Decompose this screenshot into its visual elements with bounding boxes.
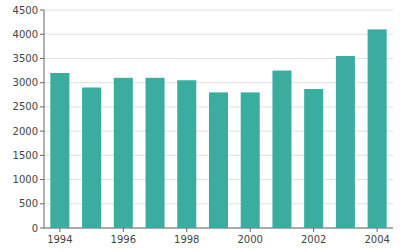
bar (146, 78, 165, 228)
y-tick (40, 82, 44, 83)
x-tick (313, 228, 314, 232)
y-tick (40, 131, 44, 132)
bar (304, 89, 323, 228)
x-tick (377, 228, 378, 232)
y-tick-label: 500 (19, 198, 38, 209)
grid-line (44, 34, 393, 35)
y-tick (40, 106, 44, 107)
x-tick-label: 2004 (364, 234, 389, 245)
y-axis-line (44, 10, 45, 228)
x-tick-label: 1998 (174, 234, 199, 245)
x-tick-label: 2002 (301, 234, 326, 245)
x-tick (59, 228, 60, 232)
x-tick-label: 1994 (47, 234, 72, 245)
x-tick (123, 228, 124, 232)
bar (272, 71, 291, 228)
x-tick-label: 1996 (111, 234, 136, 245)
axes: 0 500 1000 1500 2000 2500 3000 3500 4000 4500 1994… (13, 5, 393, 246)
bar (368, 29, 387, 228)
bar (82, 88, 101, 228)
x-tick (250, 228, 251, 232)
y-tick (40, 203, 44, 204)
y-tick (40, 10, 44, 11)
bars (50, 29, 386, 228)
y-tick (40, 179, 44, 180)
y-tick (40, 155, 44, 156)
y-tick (40, 58, 44, 59)
y-tick-label: 2000 (13, 126, 38, 137)
y-tick (40, 228, 44, 229)
y-tick-label: 3500 (13, 53, 38, 64)
chart: 0 500 1000 1500 2000 2500 3000 3500 4000 4500 1994… (0, 0, 403, 252)
bar (114, 78, 133, 228)
grid (44, 10, 393, 228)
x-tick-label: 2000 (238, 234, 263, 245)
y-tick-label: 2500 (13, 101, 38, 112)
y-tick-label: 4000 (13, 29, 38, 40)
y-tick-label: 0 (32, 223, 38, 234)
bar (50, 73, 69, 228)
bar (336, 56, 355, 228)
bar (177, 80, 196, 228)
bar (209, 92, 228, 228)
y-tick-label: 4500 (13, 5, 38, 16)
y-tick-label: 1500 (13, 150, 38, 161)
grid-line (44, 10, 393, 11)
y-tick-label: 3000 (13, 77, 38, 88)
x-tick (186, 228, 187, 232)
bar (241, 92, 260, 228)
y-tick (40, 34, 44, 35)
y-tick-label: 1000 (13, 174, 38, 185)
